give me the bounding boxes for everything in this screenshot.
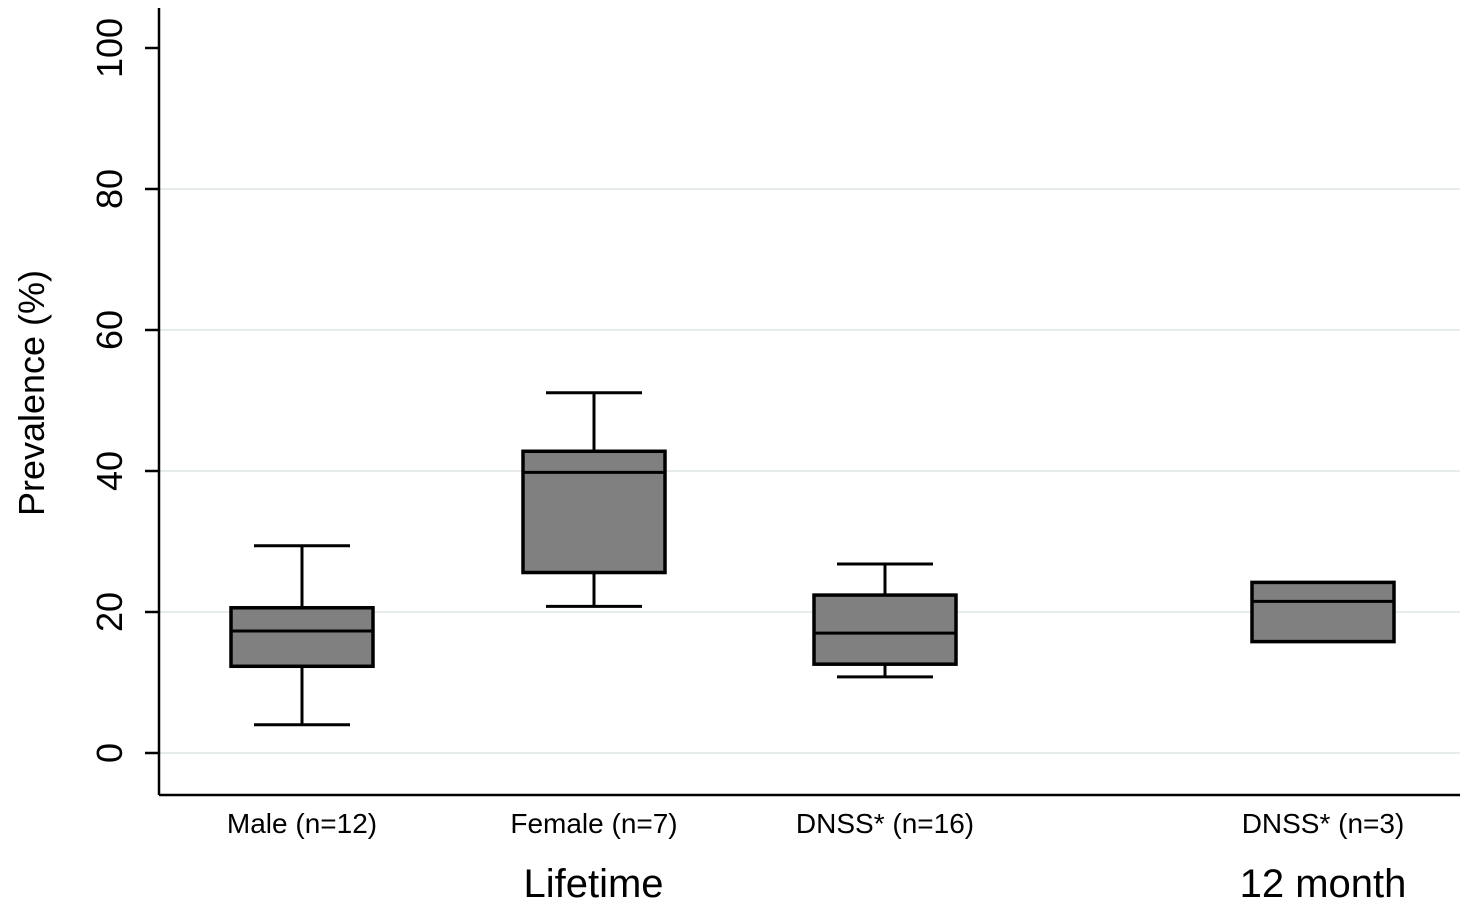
category-label-4: DNSS* (n=3): [1242, 808, 1405, 839]
group-labels: Lifetime 12 month: [523, 862, 1406, 906]
y-tick-label-80: 80: [89, 169, 130, 209]
y-tick-label-60: 60: [89, 310, 130, 350]
box-body: [521, 449, 667, 575]
y-ticks: 0 20 40 60 80 100: [89, 18, 159, 763]
category-labels: Male (n=12) Female (n=7) DNSS* (n=16) DNSS*…: [227, 808, 1404, 839]
box-2: [521, 391, 667, 608]
box-body: [812, 593, 958, 666]
y-tick-label-100: 100: [89, 18, 130, 78]
box-body: [229, 606, 375, 669]
boxes: [229, 391, 1396, 727]
y-axis-title: Prevalence (%): [11, 270, 52, 516]
y-tick-label-40: 40: [89, 451, 130, 491]
box-body: [1250, 580, 1396, 644]
group-label-1: Lifetime: [523, 862, 663, 906]
box-1: [229, 544, 375, 727]
box-4: [1250, 580, 1396, 644]
y-tick-label-0: 0: [89, 743, 130, 763]
gridlines: [159, 188, 1460, 754]
category-label-2: Female (n=7): [510, 808, 677, 839]
box-3: [812, 562, 958, 679]
axes: [157, 8, 1460, 797]
category-label-1: Male (n=12): [227, 808, 377, 839]
y-tick-label-20: 20: [89, 592, 130, 632]
group-label-2: 12 month: [1240, 862, 1407, 906]
category-label-3: DNSS* (n=16): [796, 808, 974, 839]
